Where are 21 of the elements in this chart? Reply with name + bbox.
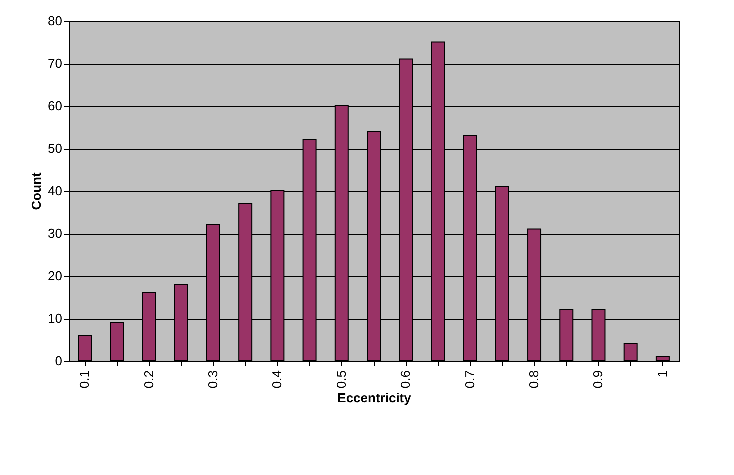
x-axis-title: Eccentricity [338,390,412,406]
x-tick-label: 0.1 [77,370,92,389]
x-tick-label: 1 [654,370,670,378]
x-tick-label: 0.2 [141,370,156,389]
x-tick-label: 0.4 [270,370,285,389]
y-tick-label: 20 [48,268,62,284]
y-tick-label: 60 [48,98,62,114]
y-tick-label: 80 [48,14,62,28]
x-tick-label: 0.7 [462,370,478,389]
y-axis-title: Count [29,172,44,210]
y-tick-label: 50 [48,141,62,156]
x-tick-label: 0.9 [590,370,606,389]
x-tick-label: 0.3 [205,370,220,389]
y-tick-label: 30 [48,226,62,241]
y-tick-label: 0 [55,354,62,368]
x-tick-label: 0.8 [526,370,542,389]
y-tick-label: 10 [48,311,62,326]
y-tick-label: 70 [48,56,62,71]
x-tick-label: 0.5 [334,370,349,389]
x-tick-label: 0.6 [398,370,414,389]
y-tick-label: 40 [48,184,62,198]
